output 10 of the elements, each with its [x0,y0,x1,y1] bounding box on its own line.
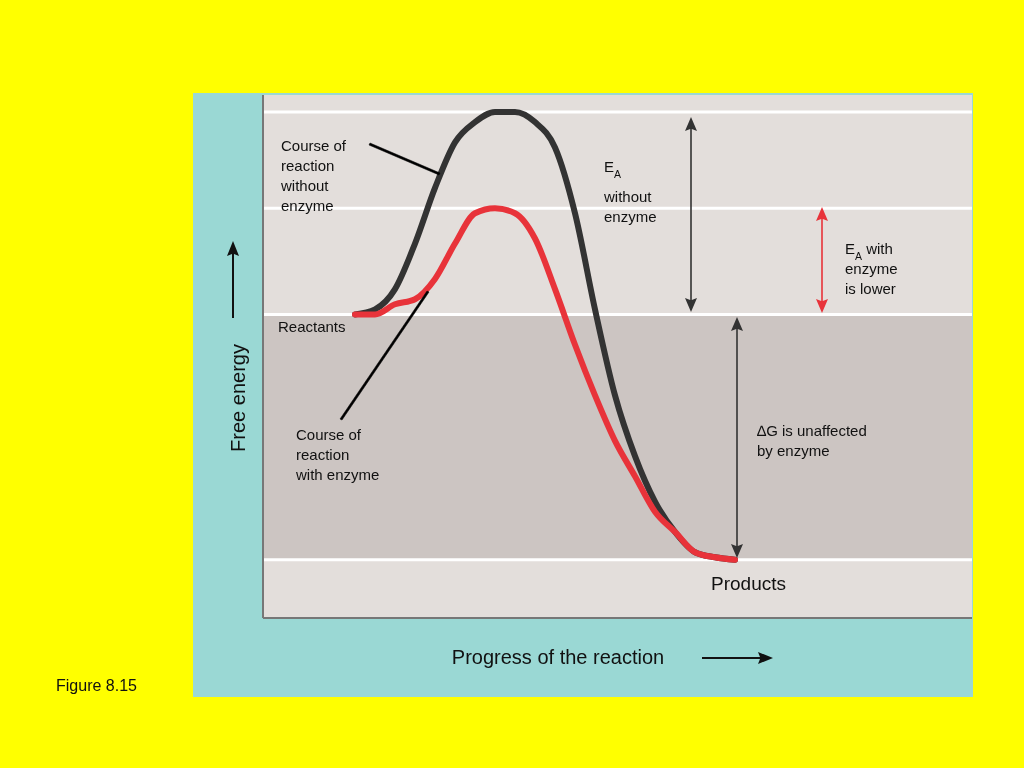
y-axis-title: Free energy [227,344,249,452]
annotation: Products [711,573,786,594]
annotation: Course of reaction with enzyme [295,426,380,483]
annotation: Course of reaction without enzyme [280,137,347,214]
x-axis-title: Progress of the reaction [451,646,665,668]
annotation: E$_{A}$ without enzyme [603,158,657,225]
annotation: Reactants [278,318,346,335]
text: E$_{A}$ with enzyme is lower [845,240,898,297]
text: ∆G is unaffected by enzyme [757,422,867,459]
caption: Figure 8.15 [56,677,138,694]
